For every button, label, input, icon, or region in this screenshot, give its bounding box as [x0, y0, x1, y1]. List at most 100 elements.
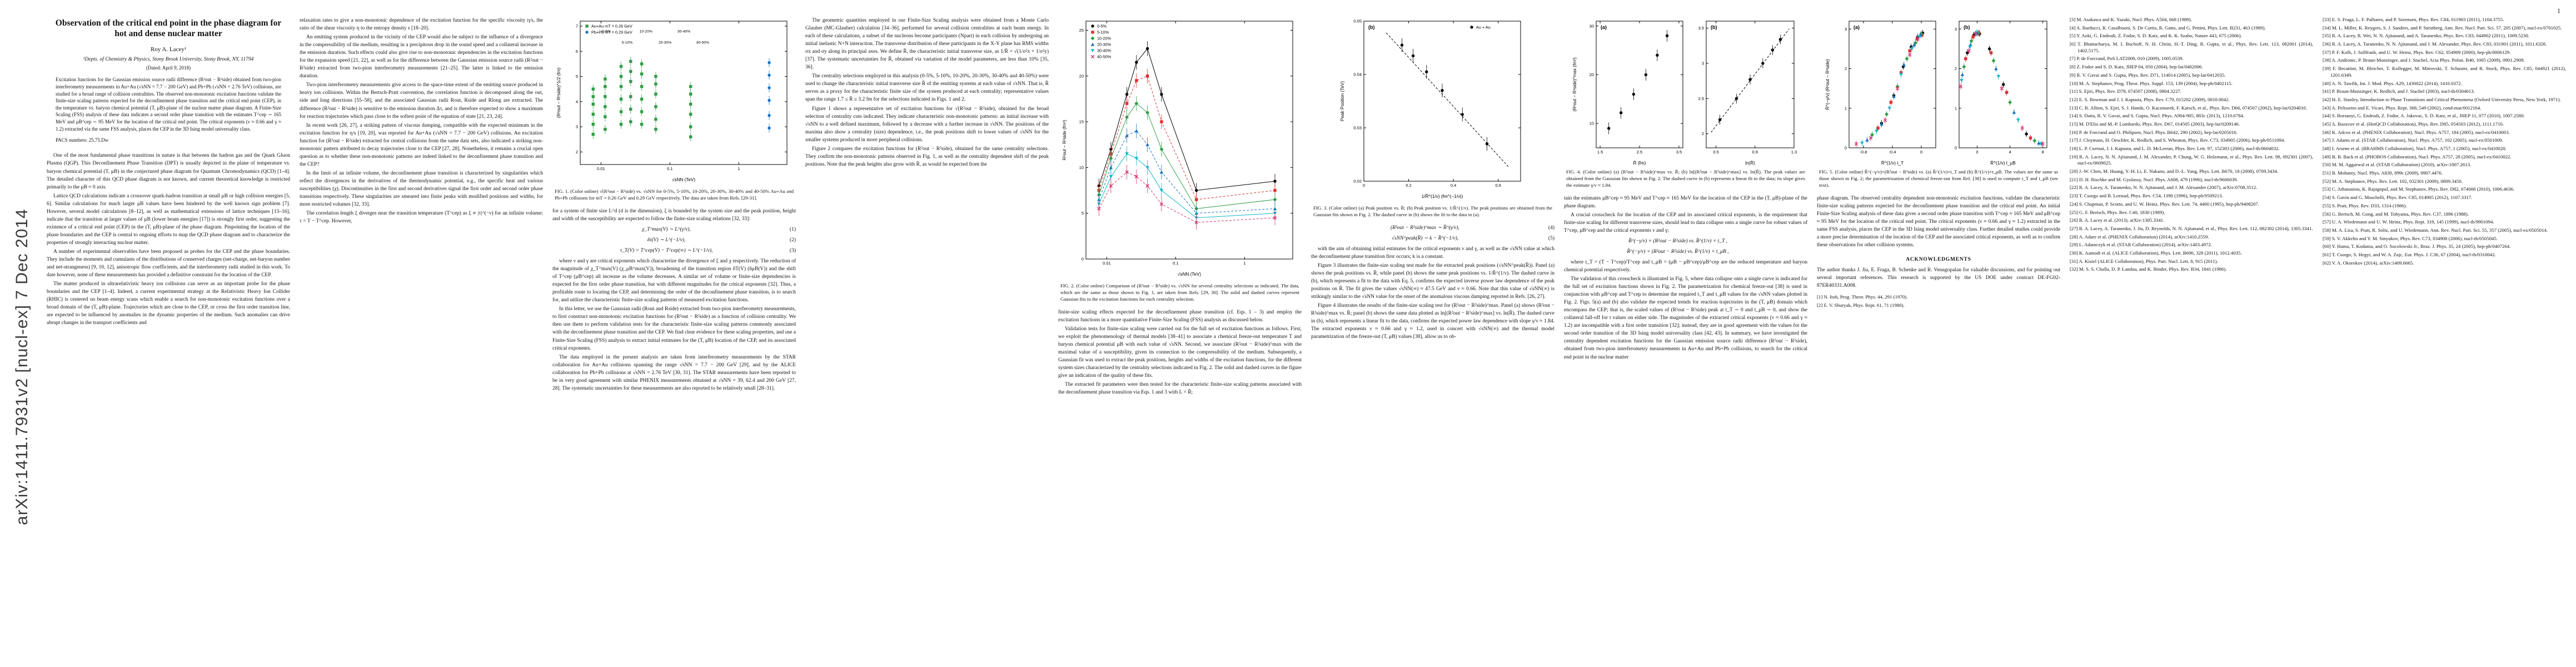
svg-text:30-40%: 30-40% [1097, 48, 1112, 53]
equation-4: (R²out − R²side)^max ∼ R̄^(γ/ν), (4) [1311, 224, 1554, 232]
svg-text:40-50%: 40-50% [1097, 54, 1112, 59]
reference-item: [23] T. Csorgo and B. Lorstad, Phys. Rev… [2070, 193, 2223, 199]
reference-item: [2] E. V. Shuryak, Phys. Rept. 61, 71 (1… [1817, 302, 1905, 308]
fig3-caption: FIG. 3. (Color online) (a) Peak position… [1313, 205, 1552, 217]
fig4-panel-b-chart: 0.5 0.9 1.3 2 2.5 3 3.5 ln(R̄) (b) [1690, 17, 1801, 167]
svg-text:0.01: 0.01 [597, 166, 605, 171]
reference-item: [3] M. Asakawa and K. Yazaki, Nucl. Phys… [2070, 17, 2192, 22]
svg-text:10: 10 [1079, 165, 1084, 170]
reference-item: [54] S. Gavin and G. Moschelli, Phys. Re… [2323, 195, 2473, 201]
scaling-relation-b: R̄^(−γ/ν) × (R²out − R²side) vs. R̄^(1/ν… [1564, 248, 1807, 256]
equation-5: √sNN^peak(R̄) ∼ k − R̄^(−1/ν), (5) [1311, 235, 1554, 242]
svg-text:1.3: 1.3 [1791, 150, 1797, 155]
svg-text:(R²out − R²side)^max (fm²): (R²out − R²side)^max (fm²) [1572, 57, 1577, 112]
reference-item: [50] M. M. Aggarwal et al. (STAR Collabo… [2323, 162, 2472, 168]
reference-item: [40] A. N. Tawfik, Int. J. Mod. Phys. A2… [2323, 80, 2462, 86]
body-text-col1: One of the most fundamental phase transi… [47, 152, 290, 327]
figure-2: 0.01 0.1 1 0 5 10 15 20 25 √sNN (TeV) R²out − R²si… [1059, 17, 1301, 303]
fig1-chart: 0.01 0.1 1 2 3 4 5 6 7 √sNN (TeV) (R²out − R²side)… [555, 17, 794, 183]
paragraph: The extracted fit parameters were then t… [1058, 382, 1302, 396]
author: Roy A. Lacey¹ [150, 46, 187, 53]
svg-text:0.04: 0.04 [1353, 72, 1362, 77]
equation-2: δτ(V) ∼ L^(−1/ν), (2) [552, 236, 796, 244]
paragraph: Validation tests for finite-size scaling… [1058, 326, 1302, 379]
svg-text:25: 25 [1079, 28, 1084, 33]
reference-item: [32] M. S. S. Challa, D. P. Landau, and … [2070, 266, 2227, 272]
acknowledgments-text: The author thanks J. Jia, E. Fraga, B. S… [1817, 267, 2060, 289]
svg-text:0.1: 0.1 [667, 166, 672, 171]
svg-text:-0.8: -0.8 [1860, 150, 1867, 155]
body-text-col7b: where t_T = (T − T^cep)/T^cep and t_μB =… [1564, 258, 1807, 361]
paragraph: Figure 1 shows a representative set of e… [805, 106, 1049, 143]
reference-item: [4] A. Barducci, R. Casalbuoni, S. De Cu… [2070, 24, 2266, 31]
svg-text:3: 3 [1845, 27, 1847, 32]
reference-item: [44] S. Borsanyi, G. Endrodi, Z. Fodor, … [2323, 113, 2525, 119]
svg-text:0.05: 0.05 [1353, 19, 1362, 24]
arxiv-watermark: arXiv:1411.7931v2 [nucl-ex] 7 Dec 2014 [2, 0, 42, 667]
svg-text:20: 20 [1079, 73, 1084, 78]
svg-text:0.5: 0.5 [1713, 150, 1718, 155]
reference-item: [12] E. S. Bowman and J. I. Kapusta, Phy… [2070, 96, 2230, 102]
fig4-panel-a-chart: 1.5 2.5 3.5 10 20 30 R̄ (fm) (R²out − R²side)^m… [1571, 17, 1690, 167]
paragraph: Figure 4 illustrates the results of the … [1311, 303, 1554, 340]
svg-text:0.02: 0.02 [1353, 179, 1362, 184]
paragraph: The geometric quantities employed in our… [805, 18, 1049, 71]
equation-body: R̄^(−γ/ν) × (R²out − R²side) vs. R̄^(1/ν… [1627, 248, 1729, 255]
svg-text:10-20%: 10-20% [640, 29, 652, 33]
reference-list-start: [1] N. Itoh, Prog. Theor. Phys. 44, 291 … [1817, 294, 2060, 308]
equation-body: χ_T^max(V) ∼ L^(γ/ν), [642, 226, 691, 232]
paragraph: The validation of this crosscheck is ill… [1564, 276, 1807, 360]
paragraph: where t_T = (T − T^cep)/T^cep and t_μB =… [1564, 259, 1807, 273]
svg-text:2: 2 [1845, 66, 1847, 71]
svg-text:3.5: 3.5 [1676, 150, 1682, 155]
reference-item: [48] I. Arsene et al. (BRAHMS Collaborat… [2323, 146, 2507, 151]
column-9: [3] M. Asakawa and K. Yazaki, Nucl. Phys… [2070, 17, 2313, 650]
paragraph: A crucial crosscheck for the location of… [1564, 212, 1807, 233]
reference-item: [37] P. F. Kolb, J. Sollfrank, and U. W.… [2323, 49, 2511, 55]
body-text-col4: The geometric quantities employed in our… [805, 17, 1049, 168]
svg-text:8: 8 [2042, 150, 2044, 155]
equation-number: (1) [789, 226, 796, 232]
reference-item: [59] S. V. Akkelin and Y. M. Sinyukov, P… [2323, 235, 2498, 241]
equation-body: δτ(V) ∼ L^(−1/ν), [647, 237, 686, 243]
svg-text:5-10%: 5-10% [622, 41, 633, 45]
reference-item: [6] T. Bhattacharya, M. I. Buchoff, N. H… [2070, 41, 2313, 53]
svg-text:3: 3 [1702, 61, 1704, 66]
body-text-col2: An emitting system produced in the vicin… [300, 33, 543, 225]
svg-text:2.5: 2.5 [1698, 96, 1704, 101]
svg-text:0-5%: 0-5% [602, 29, 611, 33]
front-matter: Observation of the critical end point in… [47, 18, 290, 144]
paper-title: Observation of the critical end point in… [55, 18, 282, 39]
reference-item: [57] U. A. Wiedemann and U. W. Heinz, Ph… [2323, 219, 2494, 225]
column-10: [33] E. S. Fraga, L. F. Palhares, and P.… [2323, 17, 2566, 650]
fig4-caption: FIG. 4. (Color online) (a) (R²out − R²si… [1566, 169, 1805, 188]
paragraph: where ν and γ are critical exponents whi… [552, 258, 796, 303]
equation-number: (4) [1548, 225, 1554, 231]
reference-item: [34] M. L. Miller, K. Reygers, S. J. San… [2323, 24, 2562, 31]
svg-text:0: 0 [1845, 146, 1847, 151]
equation-1: χ_T^max(V) ∼ L^(γ/ν), (1) [552, 226, 796, 233]
equation-number: (2) [789, 237, 796, 243]
paragraph: In this letter, we use the Gaussian radi… [552, 306, 796, 351]
reference-item: [14] S. Datta, R. V. Gavai, and S. Gupta… [2070, 113, 2245, 119]
column-8: -0.8 -0.4 0 0 1 2 3 R̄^(1/ν) t_T R̄^(−γ/ν) (R²ou… [1817, 17, 2060, 650]
reference-item: [19] R. A. Lacey, N. N. Ajitanand, J. M.… [2070, 153, 2313, 166]
svg-text:(b): (b) [1368, 24, 1375, 30]
svg-text:20-30%: 20-30% [1097, 42, 1112, 47]
body-text-col3: where ν and γ are critical exponents whi… [552, 257, 796, 392]
equation-number: (3) [789, 247, 796, 253]
reference-item: [60] Y. Hama, T. Kodama, and O. Socolows… [2323, 243, 2511, 250]
scaling-relation-a: R̄^(−γ/ν) × (R²out − R²side) vs. R̄^(1/ν… [1564, 237, 1807, 245]
reference-item: [25] G. F. Bertsch, Phys. Rev. C40, 1830… [2070, 209, 2165, 215]
fig5-caption: FIG. 5. (Color online) R̄^(−γ/ν)×(R²out … [1819, 169, 2058, 188]
figure-4: 1.5 2.5 3.5 10 20 30 R̄ (fm) (R²out − R²side)^m… [1565, 17, 1806, 189]
svg-text:20-30%: 20-30% [659, 41, 671, 45]
paragraph: The centrality selections employed in th… [805, 73, 1049, 103]
fig3-chart: 0 0.2 0.4 0.6 0.02 0.03 0.04 0.05 1/R̄^(1/ν) (fm… [1338, 17, 1527, 200]
paragraph: for a system of finite size L^d (d is th… [552, 208, 796, 222]
paragraph: The matter produced in ultrarelativistic… [47, 281, 290, 326]
svg-text:2.5: 2.5 [1637, 150, 1642, 155]
reference-item: [58] M. A. Lisa, S. Pratt, R. Soltz, and… [2323, 227, 2548, 233]
svg-text:Peak Position (TeV): Peak Position (TeV) [1340, 81, 1345, 121]
